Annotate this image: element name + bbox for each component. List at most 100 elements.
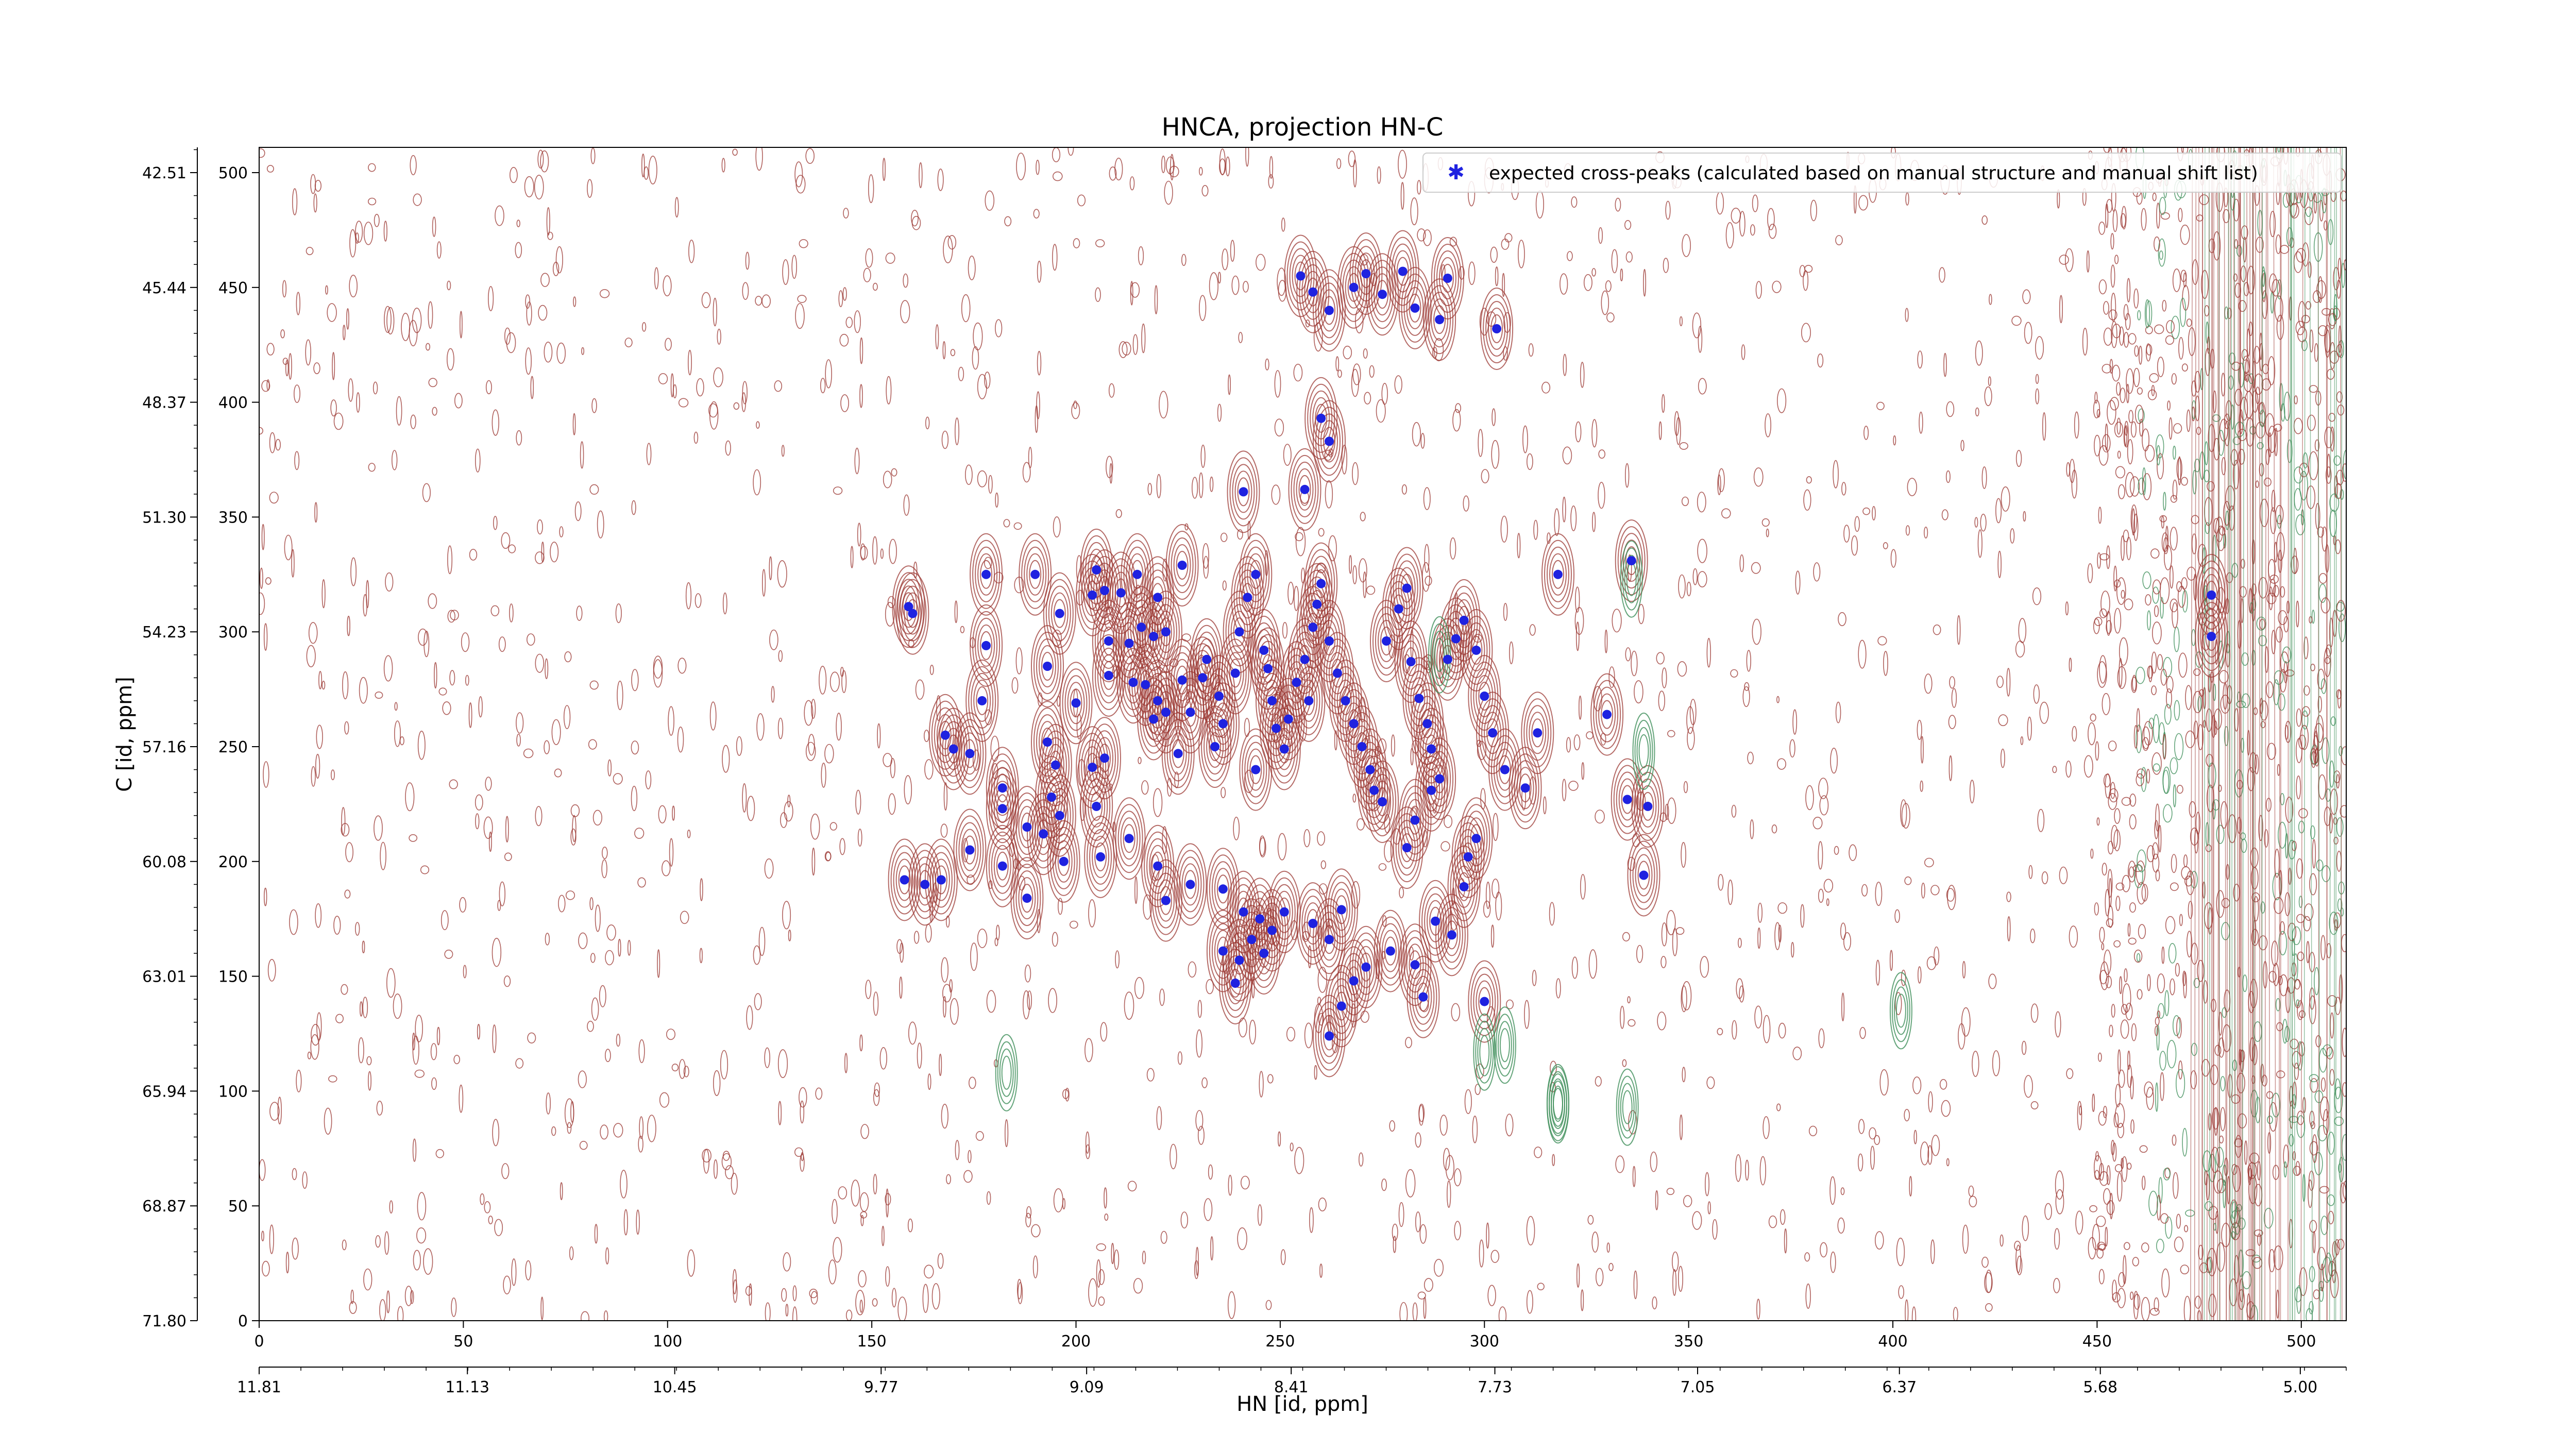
noise-contour	[2317, 526, 2324, 538]
noise-contour	[1962, 1224, 1969, 1254]
peak-contour	[1331, 659, 1344, 688]
cross-peak-point	[1492, 324, 1502, 333]
noise-contour	[1656, 652, 1665, 665]
peak-contour	[1300, 563, 1334, 646]
noise-contour	[2293, 1166, 2301, 1176]
noise-contour	[2312, 839, 2316, 869]
noise-contour	[1939, 267, 1945, 283]
noise-contour	[2148, 717, 2155, 729]
cross-peak-point	[997, 804, 1007, 814]
noise-contour	[2149, 1308, 2160, 1316]
noise-contour	[2151, 651, 2157, 674]
noise-contour	[1498, 1306, 1507, 1321]
noise-contour	[292, 188, 298, 215]
negative-contour	[1638, 734, 1649, 768]
peak-contour	[1318, 1008, 1341, 1064]
noise-contour	[1217, 403, 1222, 422]
noise-contour	[535, 806, 543, 827]
noise-contour	[2213, 390, 2217, 413]
noise-contour	[2107, 869, 2113, 898]
plot-frame	[259, 147, 2347, 1321]
noise-contour	[545, 658, 549, 680]
noise-contour	[977, 929, 988, 948]
noise-contour	[2238, 1217, 2246, 1230]
peak-contour	[1241, 583, 1254, 612]
noise-contour	[947, 235, 957, 250]
noise-contour	[563, 705, 571, 730]
noise-contour	[488, 831, 492, 852]
noise-contour	[882, 158, 886, 181]
cross-peak-point	[1414, 694, 1424, 703]
peak-contour	[972, 611, 1001, 680]
noise-contour	[414, 1069, 425, 1078]
noise-contour	[924, 1265, 934, 1278]
noise-contour	[2208, 1293, 2217, 1317]
noise-contour	[376, 1100, 383, 1116]
x-index-tick-label: 150	[857, 1333, 887, 1351]
noise-contour	[859, 384, 863, 408]
noise-contour	[576, 605, 583, 621]
peak-contour	[1340, 689, 1368, 759]
noise-contour	[2246, 1293, 2251, 1321]
noise-contour	[2006, 668, 2011, 697]
noise-contour	[700, 878, 703, 901]
noise-contour	[2163, 656, 2173, 678]
peak-contour	[1438, 257, 1456, 299]
noise-contour	[316, 724, 323, 749]
streak-contour	[2264, 147, 2267, 1321]
noise-contour	[2022, 289, 2031, 305]
noise-contour	[1665, 803, 1669, 820]
noise-contour	[1352, 462, 1359, 485]
peak-contour	[1159, 617, 1172, 647]
noise-contour	[1988, 973, 1997, 989]
cross-peak-point	[1488, 728, 1498, 738]
peak-contour	[1447, 845, 1481, 928]
noise-contour	[986, 990, 996, 1013]
noise-contour	[988, 475, 993, 494]
noise-contour	[891, 468, 897, 477]
noise-contour	[2136, 953, 2141, 962]
noise-contour	[1883, 542, 1888, 549]
noise-contour	[2006, 891, 2011, 902]
noise-contour	[1294, 1147, 1304, 1174]
noise-contour	[885, 1266, 890, 1287]
noise-contour	[1417, 1291, 1426, 1300]
noise-contour	[720, 1050, 728, 1080]
peak-contour	[893, 852, 916, 908]
cross-peak-point	[1104, 670, 1113, 680]
noise-contour	[855, 1290, 865, 1316]
noise-contour	[1398, 1202, 1404, 1227]
noise-contour	[2117, 450, 2121, 459]
noise-contour	[615, 603, 622, 624]
noise-contour	[1348, 150, 1356, 167]
noise-contour	[487, 286, 494, 311]
noise-contour	[2151, 621, 2162, 645]
y-index-tick-label: 500	[218, 164, 248, 182]
noise-contour	[1818, 888, 1824, 903]
peak-contour	[1315, 403, 1328, 433]
noise-contour	[839, 333, 849, 347]
noise-contour	[935, 324, 939, 350]
noise-contour	[511, 1258, 517, 1286]
noise-contour	[1999, 1234, 2004, 1247]
noise-contour	[2146, 845, 2155, 863]
noise-contour	[1830, 747, 1838, 774]
noise-contour	[2154, 324, 2164, 334]
noise-contour	[859, 1300, 863, 1313]
peak-contour	[1266, 916, 1278, 945]
noise-contour	[1562, 779, 1567, 801]
noise-contour	[972, 346, 979, 370]
noise-contour	[1718, 468, 1725, 492]
noise-contour	[2179, 297, 2187, 327]
noise-contour	[350, 1289, 354, 1304]
noise-contour	[1948, 715, 1956, 729]
noise-contour	[1901, 969, 1906, 986]
noise-contour	[860, 1124, 869, 1139]
noise-contour	[843, 208, 849, 219]
noise-contour	[1440, 841, 1450, 852]
noise-contour	[2112, 324, 2121, 339]
peak-contour	[895, 858, 913, 901]
noise-contour	[501, 1163, 510, 1180]
cross-peak-point	[1239, 907, 1248, 917]
noise-contour	[2108, 309, 2117, 321]
